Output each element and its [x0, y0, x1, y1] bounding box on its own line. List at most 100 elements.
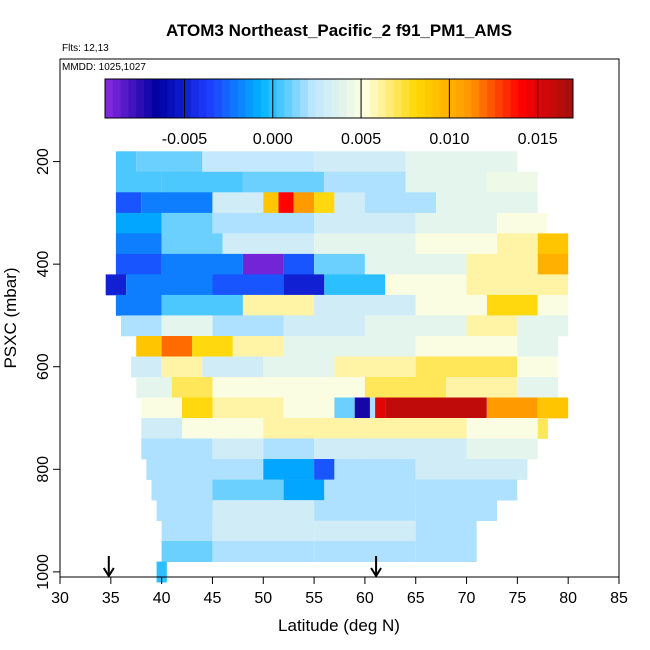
- colorbar-cell: [253, 79, 262, 118]
- colorbar-cell: [440, 79, 449, 118]
- heatmap-cell: [415, 541, 477, 562]
- x-tick-label: 55: [305, 590, 323, 607]
- colorbar-cell: [276, 79, 285, 118]
- colorbar-cell: [245, 79, 254, 118]
- heatmap-cell: [385, 274, 467, 296]
- heatmap-cell: [364, 253, 467, 275]
- heatmap-cell: [405, 151, 487, 173]
- x-tick-label: 80: [559, 590, 577, 607]
- heatmap-cell: [115, 253, 162, 275]
- y-tick-label: 800: [35, 456, 52, 483]
- heatmap-cell: [212, 192, 264, 214]
- heatmap-cell: [136, 151, 203, 173]
- heatmap-cell: [156, 561, 167, 583]
- y-axis: 200 400 600 800 1000: [35, 148, 61, 590]
- heatmap-cell: [151, 479, 213, 501]
- heatmap-cell: [314, 294, 416, 316]
- heatmap-cell: [385, 397, 487, 419]
- colorbar-cell: [393, 79, 402, 118]
- heatmap-cell: [415, 336, 518, 357]
- heatmap-cell: [263, 192, 279, 214]
- x-axis: 30 35 40 45 50 55 60 65 70 75 80 85: [51, 576, 628, 607]
- colorbar-cell: [354, 79, 363, 118]
- colorbar: -0.005 0.000 0.005 0.010 0.015: [104, 78, 574, 148]
- heatmap-cell: [121, 315, 162, 337]
- heatmap-cell: [182, 418, 264, 439]
- colorbar-cell: [339, 79, 348, 118]
- heatmap-cell: [242, 253, 284, 275]
- heatmap-cell: [263, 356, 335, 378]
- heatmap-cell: [202, 356, 264, 378]
- colorbar-cell: [237, 79, 246, 118]
- colorbar-cell: [487, 79, 496, 118]
- colorbar-tick-label: 0.010: [429, 131, 469, 148]
- heatmap-cell: [415, 459, 528, 480]
- x-tick-label: 70: [458, 590, 476, 607]
- heatmap-cell: [334, 336, 416, 357]
- heatmap-cell: [141, 438, 213, 460]
- heatmap-cell: [141, 397, 182, 419]
- heatmap-cell: [283, 315, 365, 337]
- colorbar-cell: [284, 79, 293, 118]
- colorbar-cell: [526, 79, 535, 118]
- heatmap-cell: [415, 500, 497, 521]
- x-tick-label: 50: [254, 590, 272, 607]
- heatmap-cell: [314, 253, 365, 275]
- colorbar-cell: [206, 79, 215, 118]
- colorbar-cell: [198, 79, 207, 118]
- heatmap-cell: [537, 253, 569, 275]
- colorbar-ticks: -0.005 0.000 0.005 0.010 0.015: [162, 79, 558, 148]
- heatmap-cell: [324, 274, 386, 296]
- colorbar-cell: [370, 79, 379, 118]
- heatmap-cell: [466, 315, 518, 337]
- x-tick-label: 65: [407, 590, 425, 607]
- heatmap-cell: [486, 192, 538, 214]
- heatmap-cell: [537, 294, 569, 316]
- heatmap-cell: [497, 233, 538, 255]
- heatmap-cell: [334, 397, 355, 419]
- x-tick-label: 30: [51, 590, 69, 607]
- x-tick-label: 75: [508, 590, 526, 607]
- colorbar-cell: [261, 79, 270, 118]
- heatmap-cell: [283, 253, 315, 275]
- heatmap-cell: [364, 377, 447, 398]
- heatmap-cell: [212, 397, 284, 419]
- colorbar-cell: [315, 79, 324, 118]
- colorbar-cell: [471, 79, 480, 118]
- heatmap-cell: [466, 438, 538, 460]
- heatmap-cell: [126, 274, 213, 296]
- colorbar-cell: [307, 79, 317, 118]
- heatmap-cell: [115, 294, 162, 316]
- colorbar-cell: [136, 79, 145, 118]
- heatmap-cell: [212, 500, 315, 521]
- heatmap-cell: [212, 212, 315, 234]
- heatmap-cell: [314, 212, 416, 234]
- colorbar-cell: [557, 79, 566, 118]
- colorbar-cell: [432, 79, 441, 118]
- colorbar-cell: [565, 79, 574, 118]
- heatmap-cell: [263, 418, 365, 439]
- colorbar-cell: [401, 79, 410, 118]
- heatmap-cell: [115, 171, 162, 193]
- colorbar-cell: [346, 79, 356, 118]
- heatmap-cell: [334, 192, 365, 214]
- heatmap-cell: [324, 479, 416, 501]
- y-tick-label: 200: [35, 148, 52, 175]
- colorbar-tick-label: -0.005: [162, 131, 207, 148]
- heatmap-cell: [486, 294, 538, 316]
- heatmap-cell: [517, 336, 559, 357]
- colorbar-cell: [292, 79, 301, 118]
- x-axis-label: Latitude (deg N): [278, 616, 400, 635]
- colorbar-cell: [510, 79, 519, 118]
- heatmap-cell: [415, 212, 497, 234]
- heatmap-cell: [354, 397, 370, 419]
- heatmap-cell: [314, 233, 416, 255]
- colorbar-cell: [448, 79, 457, 118]
- x-tick-label: 45: [204, 590, 222, 607]
- heatmap-cell: [370, 397, 376, 419]
- heatmap-cell: [242, 171, 325, 193]
- colorbar-cell: [378, 79, 387, 118]
- heatmap-cell: [212, 520, 315, 542]
- heatmap-cell: [314, 438, 365, 460]
